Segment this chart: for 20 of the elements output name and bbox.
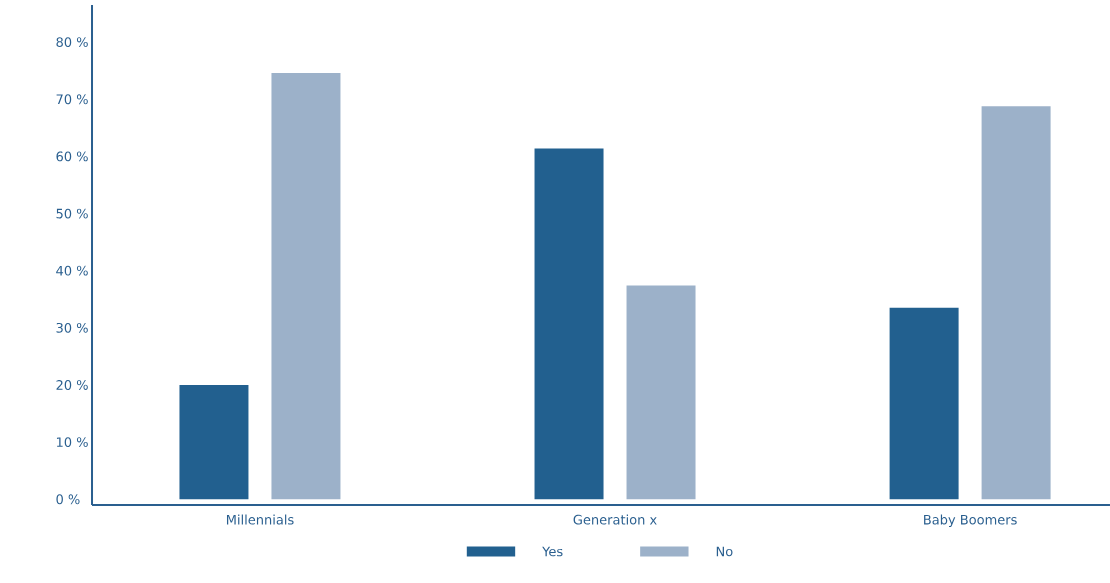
y-tick-label: 10 % bbox=[56, 437, 88, 448]
bar bbox=[626, 285, 696, 500]
legend-label: Yes bbox=[542, 546, 563, 557]
y-tick-label: 80 % bbox=[56, 37, 88, 48]
bar bbox=[179, 384, 249, 500]
y-tick-label: 0 % bbox=[56, 494, 80, 505]
y-tick-label: 20 % bbox=[56, 380, 88, 390]
legend-label: No bbox=[716, 546, 733, 557]
bar bbox=[534, 148, 604, 500]
bar bbox=[889, 307, 959, 500]
bar bbox=[981, 106, 1051, 500]
y-tick-label: 70 % bbox=[56, 94, 88, 105]
y-tick-label: 60 % bbox=[56, 151, 88, 162]
x-tick-label: Baby Boomers bbox=[924, 514, 1017, 528]
y-tick-label: 50 % bbox=[56, 208, 88, 219]
y-tick-label: 40 % bbox=[56, 265, 88, 276]
x-tick-label: Generation x bbox=[573, 514, 657, 525]
y-tick-label: 30 % bbox=[56, 322, 88, 333]
bar bbox=[271, 72, 341, 500]
x-tick-label: Millennials bbox=[226, 514, 294, 525]
